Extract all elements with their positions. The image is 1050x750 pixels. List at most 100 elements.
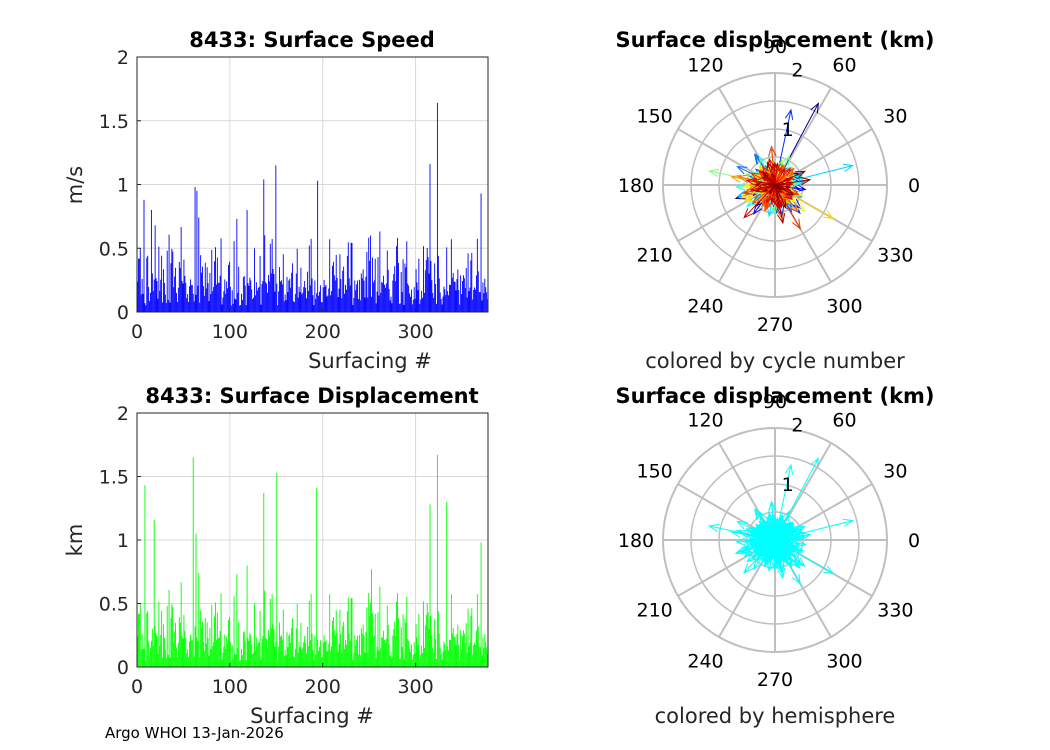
speed-bar: [159, 290, 161, 312]
speed-bar: [396, 246, 398, 312]
speed-bar: [318, 295, 320, 312]
displacement-bar: [443, 641, 445, 667]
polar-cycle-arrow: [774, 184, 794, 196]
speed-bar: [352, 304, 354, 312]
speed-bar: [292, 263, 294, 312]
displacement-bar: [313, 660, 315, 667]
displacement-bar: [333, 630, 335, 667]
speed-bar: [455, 290, 457, 312]
speed-bar: [285, 300, 287, 312]
displacement-bar: [351, 598, 353, 667]
speed-bar: [298, 286, 300, 312]
displacement-bar: [372, 637, 374, 667]
speed-bar: [139, 248, 141, 312]
speed-bar: [279, 267, 281, 312]
speed-bar: [198, 217, 200, 312]
speed-bar: [343, 266, 345, 312]
speed-xtick-label: 0: [131, 321, 143, 343]
displacement-bar: [384, 639, 385, 667]
displacement-bar: [198, 572, 200, 667]
displacement-bar: [180, 582, 182, 667]
displacement-bar: [186, 653, 188, 667]
displacement-bar: [415, 624, 417, 667]
displacement-bar: [450, 594, 452, 667]
polar-hemisphere-arrow: [772, 528, 776, 541]
displacement-bar: [244, 640, 246, 667]
polar-cycle-arrow: [774, 184, 791, 188]
speed-bar: [243, 276, 245, 312]
speed-bar: [449, 284, 450, 312]
displacement-bar: [308, 600, 310, 667]
polar-cycle-arrowhead: [766, 161, 774, 171]
displacement-bar: [358, 654, 359, 667]
displacement-xtick-label: 100: [212, 676, 248, 698]
speed-bar: [345, 284, 346, 312]
displacement-bar: [148, 642, 150, 667]
speed-bar: [160, 279, 162, 312]
displacement-bar: [451, 632, 453, 667]
displacement-bar: [251, 644, 253, 667]
polar-hemisphere-arrowhead: [761, 525, 769, 533]
displacement-bar: [466, 652, 468, 667]
displacement-bar: [284, 649, 286, 667]
speed-bar: [173, 287, 175, 312]
speed-bar: [398, 303, 400, 312]
displacement-bar: [232, 658, 234, 667]
speed-bar: [258, 286, 260, 312]
speed-x-axis-label: Surfacing #: [308, 349, 432, 373]
displacement-bar: [233, 596, 235, 667]
displacement-bar: [457, 624, 459, 667]
speed-bar: [154, 225, 156, 312]
polar-hemisphere-angle-label: 210: [636, 600, 672, 622]
displacement-bar: [229, 641, 231, 667]
speed-bar: [438, 278, 440, 312]
speed-bar: [399, 303, 401, 312]
polar-hemisphere-angle-label: 30: [883, 461, 907, 483]
displacement-bar: [170, 618, 172, 667]
speed-bar: [382, 282, 384, 312]
speed-bar: [411, 304, 413, 312]
speed-bar: [363, 280, 365, 312]
speed-bar: [269, 243, 271, 312]
displacement-bar: [299, 647, 301, 667]
polar-cycle-arrow: [755, 184, 776, 192]
speed-bar: [206, 267, 208, 312]
polar-hemisphere-arrowhead: [745, 532, 757, 542]
displacement-bar: [438, 633, 440, 667]
polar-hemisphere-arrowhead: [776, 554, 783, 564]
speed-bar: [462, 275, 464, 312]
displacement-bar: [423, 647, 425, 667]
speed-bar: [310, 238, 312, 312]
displacement-bar: [256, 645, 258, 667]
polar-hemisphere-angle-label: 330: [877, 600, 913, 622]
speed-bar: [176, 301, 178, 312]
speed-bar: [440, 298, 442, 312]
displacement-bar: [286, 632, 288, 667]
speed-bar: [377, 257, 379, 312]
speed-bar: [315, 298, 317, 312]
speed-bar: [463, 278, 465, 312]
speed-bar: [419, 303, 421, 312]
speed-bar: [280, 281, 281, 312]
speed-bar: [371, 257, 373, 312]
polar-hemisphere-chart: Surface displacement (km) colored by hem…: [615, 384, 934, 728]
speed-bar: [484, 278, 486, 312]
speed-bar: [211, 249, 213, 312]
speed-chart-title: 8433: Surface Speed: [189, 28, 435, 52]
displacement-bar: [293, 657, 295, 667]
speed-bar: [462, 280, 463, 312]
speed-bar: [213, 286, 215, 312]
displacement-bar: [321, 657, 323, 667]
speed-bar: [332, 261, 334, 312]
displacement-bar: [218, 637, 220, 667]
speed-bar: [166, 250, 168, 312]
displacement-bar: [404, 618, 406, 667]
displacement-ytick-label: 1.5: [99, 467, 129, 489]
speed-bar: [339, 254, 341, 312]
displacement-bar: [263, 493, 265, 667]
speed-bar: [240, 305, 242, 312]
displacement-bar: [459, 659, 461, 667]
polar-cycle-arrowhead: [736, 165, 748, 175]
speed-bar: [374, 258, 376, 312]
polar-hemisphere-arrow: [774, 539, 791, 543]
